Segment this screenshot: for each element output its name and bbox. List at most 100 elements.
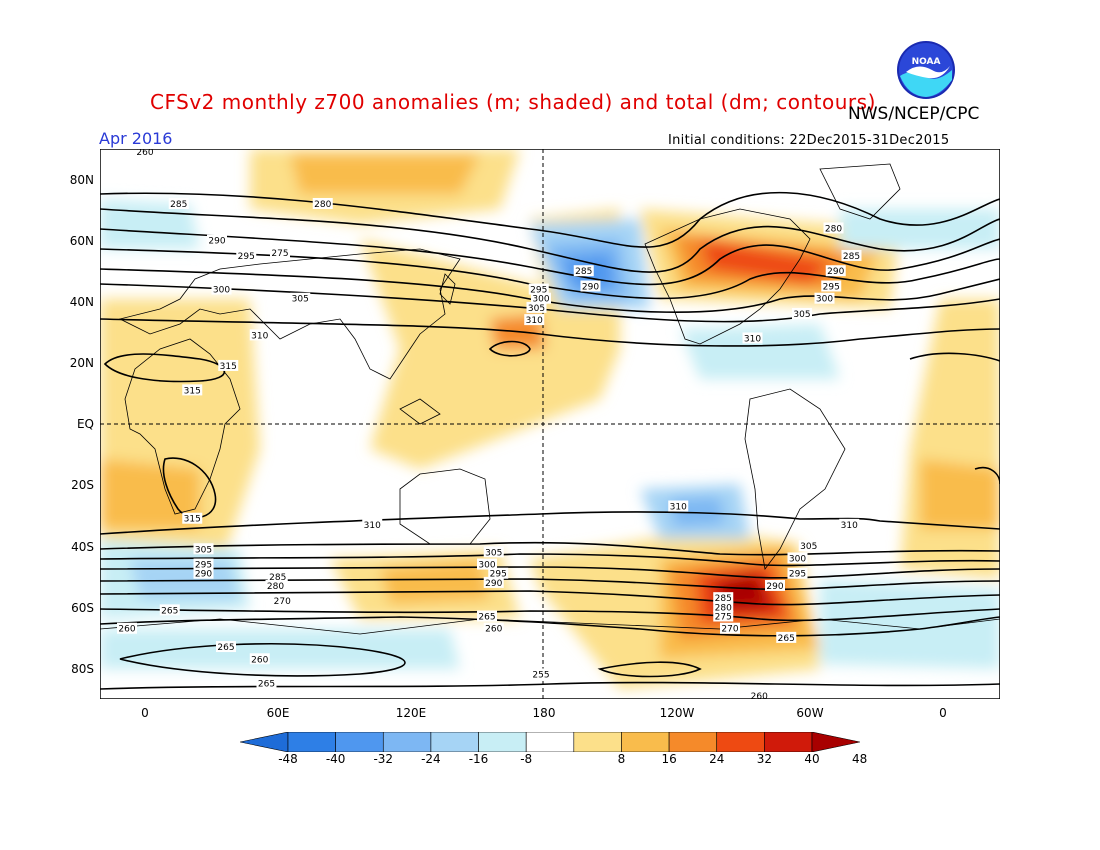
- contour-label: 305: [193, 543, 214, 555]
- contour-label: 315: [182, 512, 203, 525]
- contour-label-text: 305: [292, 295, 309, 305]
- contour-label: 280: [713, 601, 734, 613]
- contour-label-text: 305: [528, 304, 545, 314]
- colorbar-tick-label: 40: [804, 752, 820, 766]
- contour-label-text: 310: [364, 521, 381, 531]
- contour-label-text: 270: [721, 625, 738, 635]
- contour-label-text: 265: [478, 613, 495, 623]
- colorbar-tick-label: -16: [468, 752, 489, 766]
- contour-label: 295: [821, 280, 842, 293]
- lat-label-80n: 80N: [69, 173, 94, 187]
- contour-label: 265: [776, 631, 797, 644]
- contour-label-text: 260: [118, 625, 135, 635]
- contour-label: 285: [168, 198, 189, 210]
- contour-label-text: 300: [816, 295, 833, 305]
- contour-label: 270: [272, 595, 293, 607]
- colorbar-segment: [478, 732, 527, 752]
- colorbar-segment: [573, 732, 622, 752]
- contour-label-text: 305: [800, 542, 817, 552]
- contour-label-text: 280: [825, 224, 842, 234]
- initial-conditions: Initial conditions: 22Dec2015-31Dec2015: [668, 133, 950, 148]
- contour-label-text: 300: [478, 561, 495, 571]
- contour-label: 295: [193, 558, 214, 571]
- colorbar-segment: [335, 732, 384, 752]
- contour-label: 270: [720, 622, 740, 635]
- colorbar-segment: [764, 732, 813, 752]
- lat-label-20s: 20S: [71, 478, 94, 492]
- contour-label-text: 295: [823, 283, 840, 293]
- lon-label-120w: 120W: [659, 706, 695, 720]
- colorbar-tick-label: -24: [421, 752, 441, 766]
- contour-label: 265: [256, 677, 277, 690]
- contour-label-text: 265: [258, 680, 275, 690]
- contour-label-text: 305: [195, 545, 212, 555]
- contour-label-text: 300: [532, 295, 549, 305]
- contour-label-text: 295: [195, 561, 212, 571]
- colorbar-arrow-low: [240, 732, 289, 752]
- contour-label-text: 290: [485, 579, 502, 589]
- contour-label: 260: [483, 622, 504, 635]
- contour-label-text: 300: [213, 286, 230, 296]
- colorbar-tick-label: -40: [325, 752, 346, 766]
- lon-label-120e: 120E: [395, 706, 427, 720]
- contour-label: 290: [580, 280, 601, 293]
- contour-label-text: 260: [751, 692, 768, 699]
- contour-label: 310: [839, 518, 860, 531]
- contour-label-text: 265: [778, 634, 795, 644]
- contour-label: 280: [823, 222, 844, 234]
- contour-label-text: 315: [220, 362, 237, 372]
- chart-title: CFSv2 monthly z700 anomalies (m; shaded)…: [150, 90, 876, 114]
- colorbar-tick-label: 8: [617, 752, 626, 766]
- contour-label-text: 295: [490, 570, 507, 580]
- contour-label-text: 265: [217, 643, 234, 653]
- contour-label-text: 280: [267, 582, 284, 592]
- contour-label: 290: [483, 576, 504, 589]
- contour-label-text: 310: [251, 331, 268, 341]
- lon-label-180: 180: [532, 706, 556, 720]
- contour-label-text: 290: [208, 237, 225, 247]
- contour-label-text: 255: [532, 671, 549, 681]
- contour-label-text: 270: [274, 597, 291, 607]
- contour-label-text: 280: [715, 603, 732, 613]
- lat-label-60n: 60N: [69, 234, 94, 248]
- contour-label-text: 285: [715, 594, 732, 604]
- contour-label: 295: [787, 567, 808, 580]
- contour-label: 275: [270, 246, 290, 259]
- contour-lines: [100, 191, 1000, 690]
- colorbar-tick-label: -32: [373, 752, 394, 766]
- lon-label-0-east: 0: [939, 706, 947, 720]
- lon-label-60e: 60E: [266, 706, 290, 720]
- contour-label-text: 285: [269, 573, 286, 583]
- contour-label-text: 275: [271, 249, 288, 259]
- contour-label-text: 300: [789, 554, 806, 564]
- contour-label-text: 285: [575, 267, 592, 277]
- contour-label: 295: [236, 249, 257, 262]
- contour-label-text: 310: [744, 334, 761, 344]
- contour-label: 310: [362, 518, 383, 531]
- contour-label-text: 310: [526, 316, 543, 326]
- contour-label-text: 260: [251, 655, 268, 665]
- colorbar-segment: [668, 732, 718, 752]
- colorbar-tick-label: -48: [278, 752, 298, 766]
- colorbar-tick-label: 16: [661, 752, 677, 766]
- contour-label-text: 290: [582, 283, 599, 293]
- contour-label-text: 285: [843, 252, 860, 262]
- contour-label: 285: [713, 592, 734, 604]
- colorbar-segment: [382, 732, 432, 752]
- contour-label: 260: [249, 653, 270, 665]
- contour-label-text: 295: [530, 286, 547, 296]
- contour-label-text: 290: [766, 582, 783, 592]
- contour-label: 285: [267, 570, 288, 583]
- contour-label: 300: [531, 292, 551, 305]
- contour-label: 300: [787, 552, 808, 564]
- contour-label: 260: [117, 622, 137, 635]
- contour-label: 290: [193, 567, 214, 580]
- contour-label-text: 260: [136, 149, 153, 158]
- colorbar-arrow-high: [811, 732, 860, 752]
- contour-label: 295: [528, 283, 549, 296]
- contour-label: 305: [798, 540, 819, 552]
- contour-label: 305: [483, 546, 504, 558]
- lat-label-80s: 80S: [71, 662, 94, 676]
